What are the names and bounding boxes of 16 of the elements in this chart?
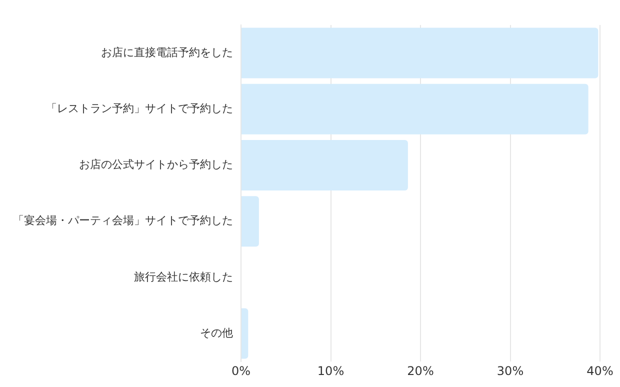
bar xyxy=(242,84,588,134)
bar xyxy=(242,140,408,190)
y-tick-label: 旅行会社に依頼した xyxy=(134,270,233,284)
x-tick-label: 10% xyxy=(317,364,344,378)
x-tick-label: 30% xyxy=(496,364,524,378)
x-tick-label: 40% xyxy=(586,364,614,378)
bar xyxy=(242,196,259,247)
y-tick-label: お店の公式サイトから予約した xyxy=(79,158,233,172)
y-tick-label: 「レストラン予約」サイトで予約した xyxy=(46,102,233,116)
y-tick-label: 「宴会場・パーティ会場」サイトで予約した xyxy=(13,214,233,228)
bar xyxy=(242,28,598,78)
x-tick-label: 20% xyxy=(407,364,434,378)
bar xyxy=(242,308,248,359)
x-tick-label: 0% xyxy=(231,364,251,378)
y-tick-label: お店に直接電話予約をした xyxy=(101,46,233,59)
y-tick-label: その他 xyxy=(200,326,233,340)
